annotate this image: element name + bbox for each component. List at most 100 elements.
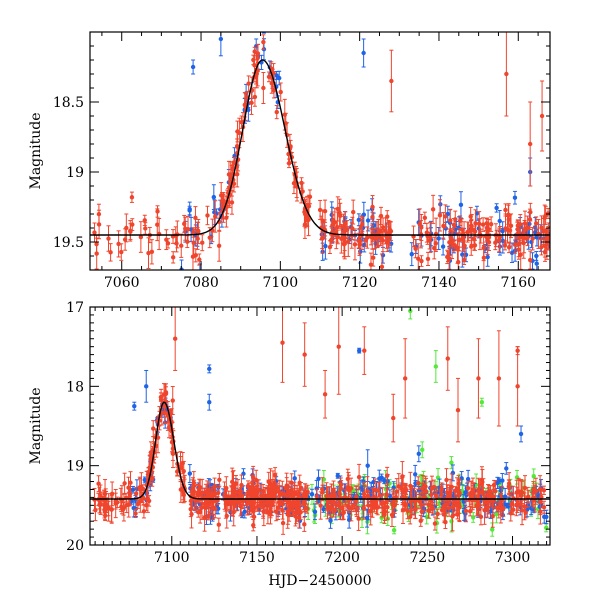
data-point bbox=[420, 447, 425, 452]
data-point bbox=[302, 222, 308, 227]
data-point bbox=[380, 225, 386, 230]
data-point bbox=[412, 472, 418, 477]
data-point bbox=[195, 236, 200, 241]
data-point bbox=[289, 480, 294, 486]
data-point bbox=[302, 491, 307, 497]
data-point bbox=[343, 221, 348, 226]
data-point bbox=[170, 446, 176, 451]
data-point bbox=[235, 171, 240, 177]
data-point bbox=[542, 249, 548, 255]
data-point bbox=[286, 161, 292, 166]
data-point bbox=[284, 483, 289, 488]
data-point bbox=[409, 251, 414, 257]
bottom-plot-area bbox=[90, 307, 550, 537]
data-point bbox=[306, 217, 311, 222]
data-point bbox=[94, 251, 99, 256]
data-point bbox=[477, 221, 482, 227]
data-point bbox=[248, 498, 254, 504]
data-point bbox=[155, 222, 160, 227]
data-point bbox=[238, 503, 243, 509]
data-point bbox=[448, 218, 453, 223]
data-point bbox=[450, 238, 455, 243]
model-curve bbox=[90, 59, 550, 236]
data-point bbox=[158, 397, 164, 402]
data-point bbox=[146, 250, 151, 256]
data-point bbox=[122, 481, 127, 486]
data-point bbox=[469, 223, 474, 228]
data-point bbox=[437, 213, 443, 218]
data-point bbox=[458, 202, 464, 208]
data-point bbox=[146, 498, 152, 504]
data-point bbox=[515, 223, 521, 228]
data-point bbox=[290, 499, 296, 505]
data-point bbox=[216, 243, 222, 248]
data-point bbox=[212, 210, 217, 215]
data-point bbox=[525, 225, 530, 230]
data-point bbox=[490, 527, 495, 532]
data-point bbox=[493, 240, 498, 245]
data-point bbox=[494, 205, 499, 211]
data-point bbox=[250, 475, 256, 480]
data-point bbox=[323, 243, 328, 249]
data-point bbox=[132, 403, 137, 409]
data-point bbox=[207, 235, 212, 240]
data-point bbox=[170, 398, 175, 403]
data-point bbox=[389, 78, 394, 84]
data-point bbox=[213, 214, 218, 219]
series-red bbox=[92, 307, 547, 535]
data-point bbox=[465, 229, 470, 235]
x-tick-label: 7100 bbox=[263, 275, 299, 291]
data-point bbox=[518, 431, 524, 437]
series-red bbox=[92, 32, 550, 270]
data-point bbox=[297, 494, 302, 500]
data-point bbox=[170, 255, 176, 260]
data-point bbox=[451, 222, 457, 228]
data-point bbox=[179, 243, 184, 248]
data-point bbox=[128, 480, 133, 485]
data-point bbox=[230, 167, 236, 172]
data-point bbox=[361, 491, 367, 497]
data-point bbox=[278, 89, 283, 95]
data-point bbox=[211, 194, 217, 200]
data-point bbox=[163, 391, 169, 396]
data-point bbox=[365, 218, 371, 223]
data-point bbox=[455, 245, 460, 251]
data-point bbox=[468, 214, 473, 219]
data-point bbox=[218, 193, 224, 198]
data-point bbox=[239, 482, 244, 488]
data-point bbox=[187, 471, 193, 476]
data-point bbox=[312, 509, 318, 514]
data-point bbox=[263, 493, 268, 498]
data-point bbox=[254, 71, 259, 76]
data-point bbox=[335, 473, 340, 479]
data-point bbox=[274, 509, 279, 514]
data-point bbox=[280, 508, 285, 513]
data-point bbox=[197, 509, 203, 515]
data-point bbox=[436, 236, 441, 241]
data-point bbox=[425, 256, 431, 262]
data-point bbox=[231, 509, 236, 515]
data-point bbox=[269, 81, 274, 86]
data-point bbox=[527, 141, 533, 147]
data-point bbox=[205, 213, 210, 218]
data-point bbox=[251, 503, 256, 509]
data-point bbox=[449, 519, 454, 524]
data-point bbox=[239, 120, 244, 125]
data-point bbox=[230, 501, 236, 506]
data-point bbox=[272, 473, 278, 478]
data-point bbox=[144, 502, 149, 508]
data-point bbox=[368, 234, 374, 240]
data-point bbox=[275, 485, 280, 491]
data-point bbox=[486, 226, 491, 232]
data-point bbox=[174, 241, 179, 246]
data-point bbox=[119, 504, 124, 509]
data-point bbox=[197, 257, 202, 262]
data-point bbox=[294, 504, 300, 510]
data-point bbox=[512, 195, 518, 200]
data-point bbox=[352, 242, 358, 247]
data-point bbox=[527, 217, 533, 222]
data-point bbox=[365, 235, 370, 240]
data-point bbox=[251, 523, 256, 528]
data-point bbox=[129, 195, 135, 200]
